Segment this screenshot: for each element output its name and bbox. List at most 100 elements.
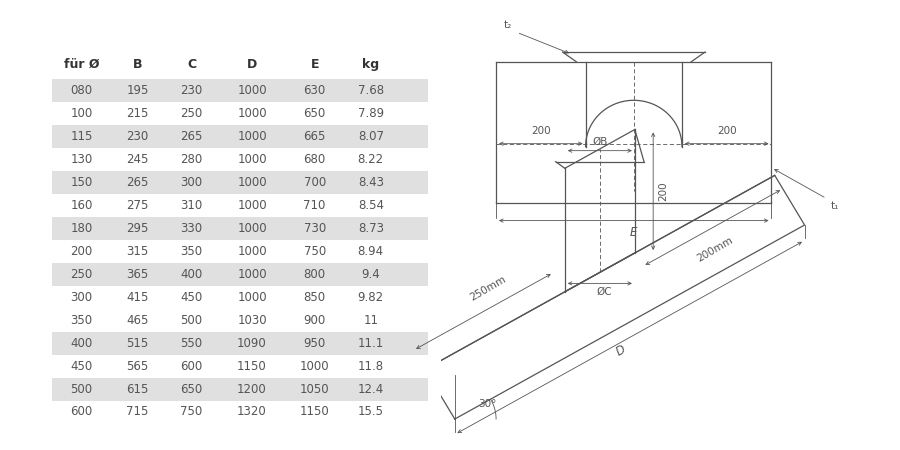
- Text: D: D: [613, 343, 627, 359]
- Text: 1000: 1000: [238, 245, 266, 258]
- Text: 600: 600: [70, 405, 93, 418]
- Text: 7.89: 7.89: [357, 108, 384, 120]
- Text: t₂: t₂: [504, 20, 512, 30]
- Text: 1150: 1150: [237, 360, 267, 373]
- Text: 250: 250: [180, 108, 202, 120]
- Text: 8.94: 8.94: [357, 245, 384, 258]
- Bar: [52, 126, 428, 148]
- Text: 500: 500: [70, 382, 93, 396]
- Text: 200: 200: [717, 126, 736, 136]
- Text: 1000: 1000: [238, 153, 266, 166]
- Text: 1200: 1200: [237, 382, 267, 396]
- Text: 550: 550: [181, 337, 202, 350]
- Text: 245: 245: [126, 153, 148, 166]
- Text: 750: 750: [303, 245, 326, 258]
- Text: t₁: t₁: [832, 201, 840, 211]
- Bar: [52, 263, 428, 286]
- Bar: [52, 332, 428, 355]
- Text: 400: 400: [180, 268, 202, 281]
- Text: 215: 215: [126, 108, 148, 120]
- Text: 295: 295: [126, 222, 148, 235]
- Text: 680: 680: [303, 153, 326, 166]
- Text: 9.82: 9.82: [357, 291, 384, 304]
- Text: 1090: 1090: [237, 337, 267, 350]
- Text: 800: 800: [303, 268, 326, 281]
- Text: 1000: 1000: [238, 130, 266, 143]
- Text: 300: 300: [181, 176, 202, 189]
- Text: 200: 200: [70, 245, 93, 258]
- Text: kg: kg: [362, 58, 380, 71]
- Text: 300: 300: [70, 291, 93, 304]
- Text: 8.43: 8.43: [358, 176, 383, 189]
- Text: 180: 180: [70, 222, 93, 235]
- Text: 080: 080: [70, 85, 93, 98]
- Text: 195: 195: [126, 85, 148, 98]
- Text: 730: 730: [303, 222, 326, 235]
- Text: 1000: 1000: [300, 360, 329, 373]
- Text: 1000: 1000: [238, 176, 266, 189]
- Text: 7.68: 7.68: [357, 85, 384, 98]
- Text: 665: 665: [303, 130, 326, 143]
- Bar: [52, 171, 428, 194]
- Text: 350: 350: [70, 314, 93, 327]
- Text: 750: 750: [180, 405, 202, 418]
- Text: 160: 160: [70, 199, 93, 212]
- Text: 465: 465: [126, 314, 148, 327]
- Text: 130: 130: [70, 153, 93, 166]
- Text: ØC: ØC: [597, 287, 612, 297]
- Text: 100: 100: [70, 108, 93, 120]
- Text: 250mm: 250mm: [468, 274, 508, 303]
- Text: 230: 230: [180, 85, 202, 98]
- Text: 280: 280: [180, 153, 202, 166]
- Text: D: D: [247, 58, 257, 71]
- Text: 11.8: 11.8: [357, 360, 384, 373]
- Text: 515: 515: [126, 337, 148, 350]
- Text: 265: 265: [126, 176, 148, 189]
- Text: 15.5: 15.5: [358, 405, 383, 418]
- Text: 710: 710: [303, 199, 326, 212]
- Text: 630: 630: [303, 85, 326, 98]
- Text: 650: 650: [180, 382, 202, 396]
- Text: 230: 230: [126, 130, 148, 143]
- Text: 310: 310: [180, 199, 202, 212]
- Text: 1050: 1050: [300, 382, 329, 396]
- Text: 250: 250: [70, 268, 93, 281]
- Text: 200mm: 200mm: [696, 235, 735, 264]
- Text: ØB: ØB: [592, 137, 608, 147]
- Text: 200: 200: [658, 181, 668, 201]
- Text: 275: 275: [126, 199, 148, 212]
- Text: 700: 700: [303, 176, 326, 189]
- Text: 365: 365: [126, 268, 148, 281]
- Text: 900: 900: [303, 314, 326, 327]
- Text: 8.54: 8.54: [358, 199, 383, 212]
- Text: 1150: 1150: [300, 405, 329, 418]
- Text: 450: 450: [70, 360, 93, 373]
- Text: 330: 330: [181, 222, 202, 235]
- Text: E: E: [630, 226, 637, 239]
- Text: 1000: 1000: [238, 199, 266, 212]
- Text: 265: 265: [180, 130, 202, 143]
- Text: 1000: 1000: [238, 291, 266, 304]
- Text: 1000: 1000: [238, 222, 266, 235]
- Text: B: B: [133, 58, 142, 71]
- Text: 8.73: 8.73: [358, 222, 383, 235]
- Text: 950: 950: [303, 337, 326, 350]
- Text: 315: 315: [126, 245, 148, 258]
- Bar: [52, 378, 428, 401]
- Text: 1000: 1000: [238, 268, 266, 281]
- Text: C: C: [187, 58, 196, 71]
- Text: 1000: 1000: [238, 85, 266, 98]
- Text: E: E: [310, 58, 319, 71]
- Text: 115: 115: [70, 130, 93, 143]
- Text: 715: 715: [126, 405, 148, 418]
- Bar: [52, 217, 428, 240]
- Text: 400: 400: [70, 337, 93, 350]
- Text: 150: 150: [70, 176, 93, 189]
- Text: 1320: 1320: [237, 405, 267, 418]
- Text: 30°: 30°: [478, 399, 496, 409]
- Text: 8.07: 8.07: [358, 130, 383, 143]
- Text: 200: 200: [531, 126, 551, 136]
- Text: 11: 11: [364, 314, 378, 327]
- Text: 565: 565: [126, 360, 148, 373]
- Text: 9.4: 9.4: [362, 268, 380, 281]
